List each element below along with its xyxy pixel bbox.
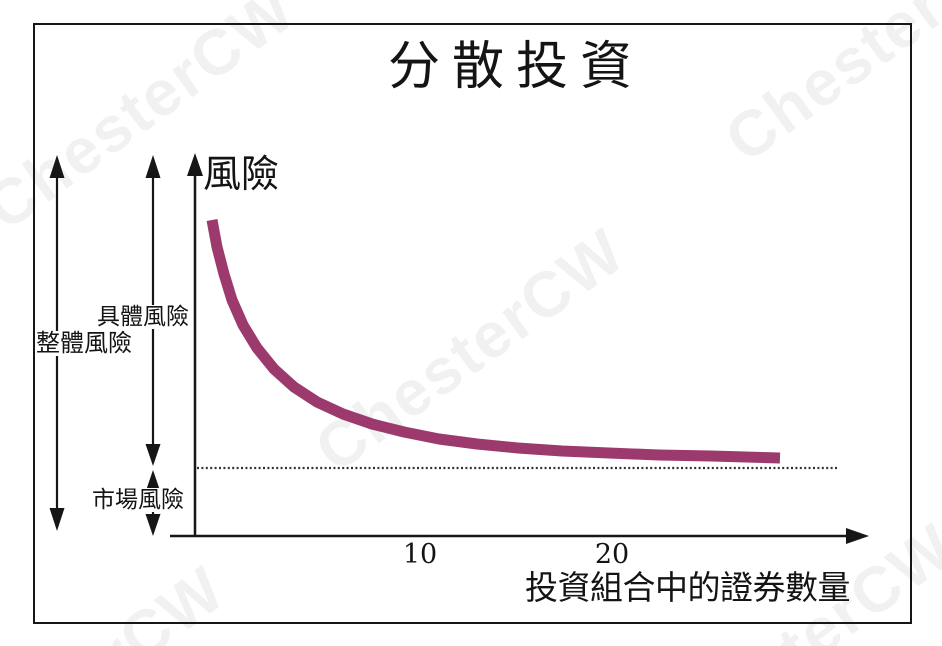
chart-title: 分散投資 — [388, 37, 645, 97]
total-risk-label: 整體風險 — [35, 329, 133, 357]
market-risk-label: 市場風險 — [91, 487, 185, 513]
figure-border — [33, 23, 912, 624]
y-axis — [187, 153, 203, 536]
x-tick-10: 10 — [402, 539, 438, 570]
risk-curve — [206, 218, 781, 464]
x-axis-label: 投資組合中的證券數量 — [525, 568, 851, 607]
x-axis — [170, 528, 869, 544]
specific-risk-label: 具體風險 — [96, 304, 190, 330]
x-tick-20: 20 — [594, 539, 630, 570]
y-axis-label: 風險 — [203, 152, 280, 196]
